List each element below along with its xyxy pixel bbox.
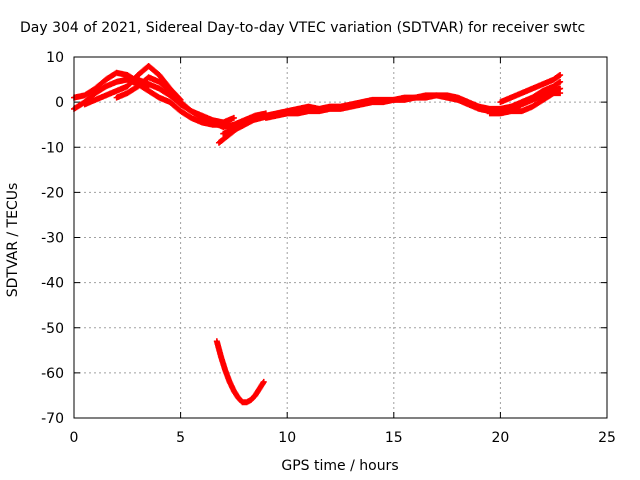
- data-markers: [486, 90, 564, 117]
- chart-title: Day 304 of 2021, Sidereal Day-to-day VTE…: [20, 20, 585, 36]
- y-axis-label: SDTVAR / TECUs: [5, 183, 21, 298]
- y-tick-label: -30: [41, 231, 64, 247]
- y-tick-label: 0: [55, 95, 64, 111]
- series-arc-11: [213, 338, 267, 406]
- x-tick-label: 20: [491, 430, 509, 446]
- data-markers: [213, 338, 267, 406]
- series-arc-8: [262, 78, 564, 121]
- y-tick-label: -60: [41, 366, 64, 382]
- y-tick-label: -20: [41, 185, 64, 201]
- x-tick-label: 10: [278, 430, 296, 446]
- y-tick-label: -70: [41, 411, 64, 427]
- data-markers: [497, 72, 564, 106]
- x-tick-label: 15: [385, 430, 403, 446]
- series-arc-9: [486, 90, 564, 117]
- data-markers: [262, 78, 564, 121]
- plot-area: [71, 63, 564, 406]
- y-tick-label: -50: [41, 321, 64, 337]
- x-tick-label: 5: [176, 430, 185, 446]
- grid-lines: [74, 57, 607, 418]
- x-tick-label: 25: [598, 430, 616, 446]
- plot-frame: [73, 56, 608, 419]
- y-tick-label: -10: [41, 140, 64, 156]
- x-axis-label: GPS time / hours: [281, 458, 398, 474]
- y-tick-label: -40: [41, 276, 64, 292]
- x-tick-label: 0: [70, 430, 79, 446]
- y-tick-label: 10: [46, 50, 64, 66]
- series-arc-10: [497, 72, 564, 106]
